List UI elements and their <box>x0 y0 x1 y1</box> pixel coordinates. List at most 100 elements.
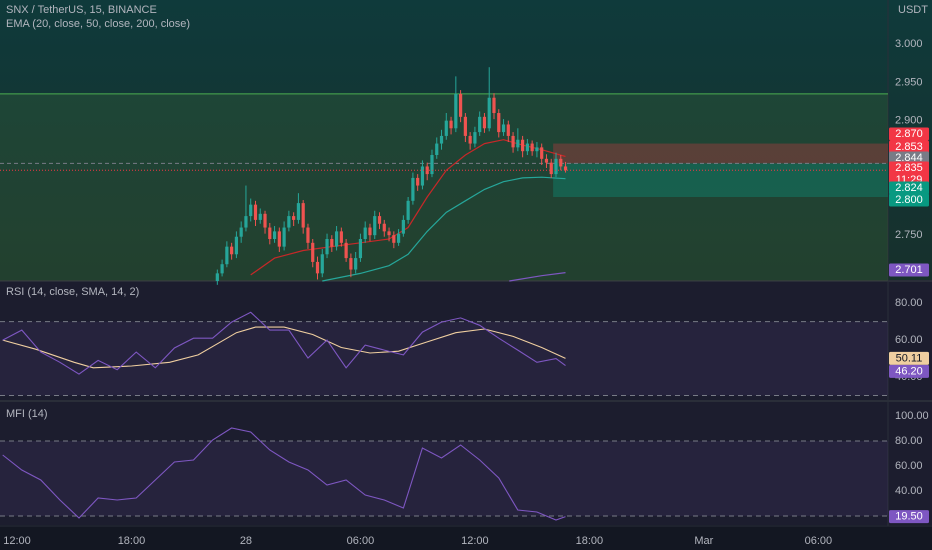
indicator-line <box>2 427 566 521</box>
y-tick-label: 80.00 <box>895 435 923 447</box>
candle-body <box>444 120 448 136</box>
rsi-pane-bg <box>0 282 932 400</box>
y-tick-label: 3.000 <box>895 38 923 50</box>
main-pane-bg <box>0 0 932 281</box>
candle-body <box>530 143 534 152</box>
candle-body <box>244 216 248 228</box>
candle-body <box>411 177 415 201</box>
candle-body <box>325 239 329 255</box>
candle-body <box>435 143 439 156</box>
candle-body <box>349 258 353 270</box>
price-tag-bg <box>889 127 929 141</box>
price-tag-label: 2.844 <box>895 152 923 164</box>
candle-body <box>282 227 286 247</box>
candle-body <box>549 162 553 175</box>
candle-body <box>392 235 396 243</box>
price-tag-label: 2.824 <box>895 182 923 194</box>
candle-body <box>253 204 258 220</box>
x-tick-label: 28 <box>240 535 252 547</box>
candle-body <box>492 97 496 114</box>
candle-body <box>416 177 420 186</box>
candle-body <box>339 231 343 243</box>
price-tag-label: 2.853 <box>895 141 923 153</box>
candle-body <box>382 223 386 232</box>
candle-body <box>320 254 324 274</box>
candle-body <box>268 227 272 240</box>
band <box>0 441 888 516</box>
y-tick-label: 2.950 <box>895 76 923 88</box>
candle-body <box>230 246 234 255</box>
candle-body <box>454 93 458 129</box>
price-tag-bg <box>889 510 929 524</box>
candle-body <box>482 116 487 129</box>
price-tag-bg <box>889 140 929 154</box>
price-tag-label: 2.701 <box>895 264 923 276</box>
candle-body <box>311 242 315 262</box>
candle-body <box>330 239 334 247</box>
candle-body <box>487 97 491 129</box>
price-tag-bg <box>889 193 929 207</box>
rsi-title: RSI (14, close, SMA, 14, 2) <box>6 286 139 298</box>
price-unit: USDT <box>898 4 928 16</box>
y-tick-label: 60.00 <box>895 334 923 346</box>
y-tick-label: 60.00 <box>895 460 923 472</box>
price-tag-bg <box>889 181 929 195</box>
price-tag: 19.50 <box>889 510 929 524</box>
candle-body <box>506 124 510 136</box>
price-tag-label: 2.870 <box>895 128 923 140</box>
candle-body <box>396 233 401 243</box>
candle-body <box>287 216 291 228</box>
x-tick-label: 12:00 <box>461 535 489 547</box>
candle-body <box>430 155 434 175</box>
target-zone <box>553 163 888 198</box>
stop-zone <box>553 143 888 164</box>
candle-body <box>220 264 224 274</box>
price-tag: 46.20 <box>889 364 929 378</box>
candle-body <box>463 116 467 136</box>
candle-body <box>559 158 563 167</box>
candle-body <box>334 231 339 247</box>
candle-body <box>225 246 229 265</box>
x-tick-label: 18:00 <box>576 535 604 547</box>
y-tick-label: 80.00 <box>895 297 923 309</box>
price-tag-label: 50.11 <box>896 352 923 364</box>
price-tag: 2.844 <box>889 151 929 165</box>
candle-body <box>277 231 281 247</box>
ema-line <box>322 176 566 282</box>
candle-body <box>554 158 558 175</box>
candle-body <box>315 261 320 274</box>
candle-body <box>296 203 301 220</box>
candle-body <box>449 120 453 129</box>
candle-body <box>301 203 305 228</box>
candle-body <box>258 213 262 220</box>
candle-body <box>234 236 239 255</box>
candle-body <box>239 227 243 237</box>
price-tag-bg <box>889 151 929 165</box>
price-tag-label: 2.835 <box>895 162 923 174</box>
candle-body <box>306 227 310 243</box>
candle-body <box>425 166 429 175</box>
candle-body <box>363 227 367 240</box>
price-tag-label: 46.20 <box>895 365 923 377</box>
candle-body <box>521 139 525 152</box>
chart-title: SNX / TetherUS, 15, BINANCE <box>6 4 157 16</box>
candle-body <box>401 219 405 234</box>
y-tick-label: 100.00 <box>895 410 929 422</box>
candle-body <box>368 227 372 236</box>
y-tick-label: 2.900 <box>895 115 923 127</box>
candle-body <box>249 204 253 217</box>
candle-body <box>263 213 267 228</box>
candle-body <box>344 242 348 259</box>
candle-body <box>535 147 539 152</box>
price-tag: 50.11 <box>889 351 929 365</box>
zone <box>0 93 888 281</box>
price-tag: 2.870 <box>889 127 929 141</box>
candle-body <box>387 231 391 236</box>
y-tick-label: 40.00 <box>895 485 923 497</box>
candle-body <box>439 135 444 144</box>
candle-body <box>354 258 358 270</box>
x-tick-label: 12:00 <box>3 535 31 547</box>
mfi-title: MFI (14) <box>6 408 48 420</box>
